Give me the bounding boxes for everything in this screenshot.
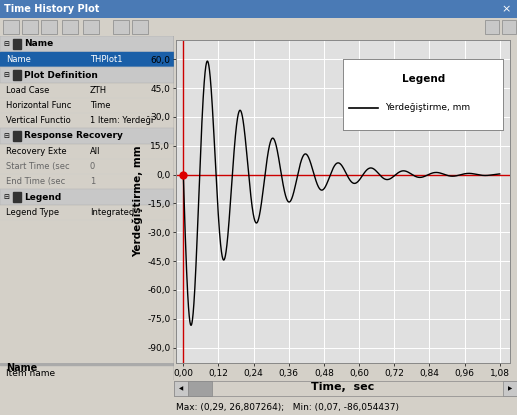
Bar: [502, 20, 516, 34]
Bar: [0, 36, 174, 52]
Text: End Time (sec: End Time (sec: [6, 177, 65, 186]
Bar: [3, 20, 19, 34]
Text: Integrated: Integrated: [90, 208, 134, 217]
Text: 0: 0: [90, 162, 95, 171]
Bar: [13, 131, 21, 141]
Text: Time History Plot: Time History Plot: [4, 4, 99, 14]
Bar: [83, 20, 99, 34]
Bar: [132, 20, 148, 34]
Text: Time: Time: [90, 101, 111, 110]
Bar: [0, 52, 174, 67]
Text: ZTH: ZTH: [90, 86, 107, 95]
X-axis label: Time,  sec: Time, sec: [311, 382, 375, 392]
Bar: [13, 70, 21, 80]
Text: ⊟: ⊟: [3, 41, 9, 47]
Bar: [62, 20, 78, 34]
Text: THPlot1: THPlot1: [90, 55, 123, 64]
Bar: [22, 20, 38, 34]
Text: Legend Type: Legend Type: [6, 208, 59, 217]
Text: Legend: Legend: [24, 193, 61, 202]
Text: Name: Name: [6, 55, 31, 64]
Text: All: All: [90, 147, 100, 156]
Text: Start Time (sec: Start Time (sec: [6, 162, 70, 171]
Bar: [41, 20, 57, 34]
Text: ◀: ◀: [179, 386, 183, 391]
Text: ⊟: ⊟: [3, 194, 9, 200]
Bar: [0, 189, 174, 205]
Text: Horizontal Func: Horizontal Func: [6, 101, 71, 110]
Bar: [188, 381, 212, 395]
Text: Plot Definition: Plot Definition: [24, 71, 98, 80]
Bar: [0, 363, 174, 365]
Text: Max: (0,29, 26,807264);   Min: (0,07, -86,054437): Max: (0,29, 26,807264); Min: (0,07, -86,…: [176, 403, 399, 412]
Bar: [113, 20, 129, 34]
Text: Response Recovery: Response Recovery: [24, 132, 123, 141]
Text: ▶: ▶: [508, 386, 512, 391]
Text: 1: 1: [90, 177, 95, 186]
Bar: [0, 128, 174, 144]
Text: Vertical Functio: Vertical Functio: [6, 116, 71, 125]
Bar: [174, 381, 517, 395]
Text: 1 Item: Yerdeği: 1 Item: Yerdeği: [90, 116, 153, 125]
Text: Legend: Legend: [402, 74, 445, 84]
Bar: [174, 381, 188, 395]
Bar: [485, 20, 499, 34]
Text: Yerdeğiştirme, mm: Yerdeğiştirme, mm: [385, 103, 470, 112]
Bar: [13, 39, 21, 49]
Text: Load Case: Load Case: [6, 86, 50, 95]
Text: ⊟: ⊟: [3, 72, 9, 78]
Text: Item name: Item name: [6, 369, 55, 378]
Bar: [503, 381, 517, 395]
Text: ×: ×: [501, 4, 511, 14]
Bar: [13, 192, 21, 202]
Text: Name: Name: [24, 39, 53, 49]
Bar: [0, 67, 174, 83]
Text: Name: Name: [6, 363, 37, 373]
Text: ⊟: ⊟: [3, 133, 9, 139]
Y-axis label: Yerdeğiştirme, mm: Yerdeğiştirme, mm: [132, 146, 143, 257]
Text: Recovery Exte: Recovery Exte: [6, 147, 67, 156]
